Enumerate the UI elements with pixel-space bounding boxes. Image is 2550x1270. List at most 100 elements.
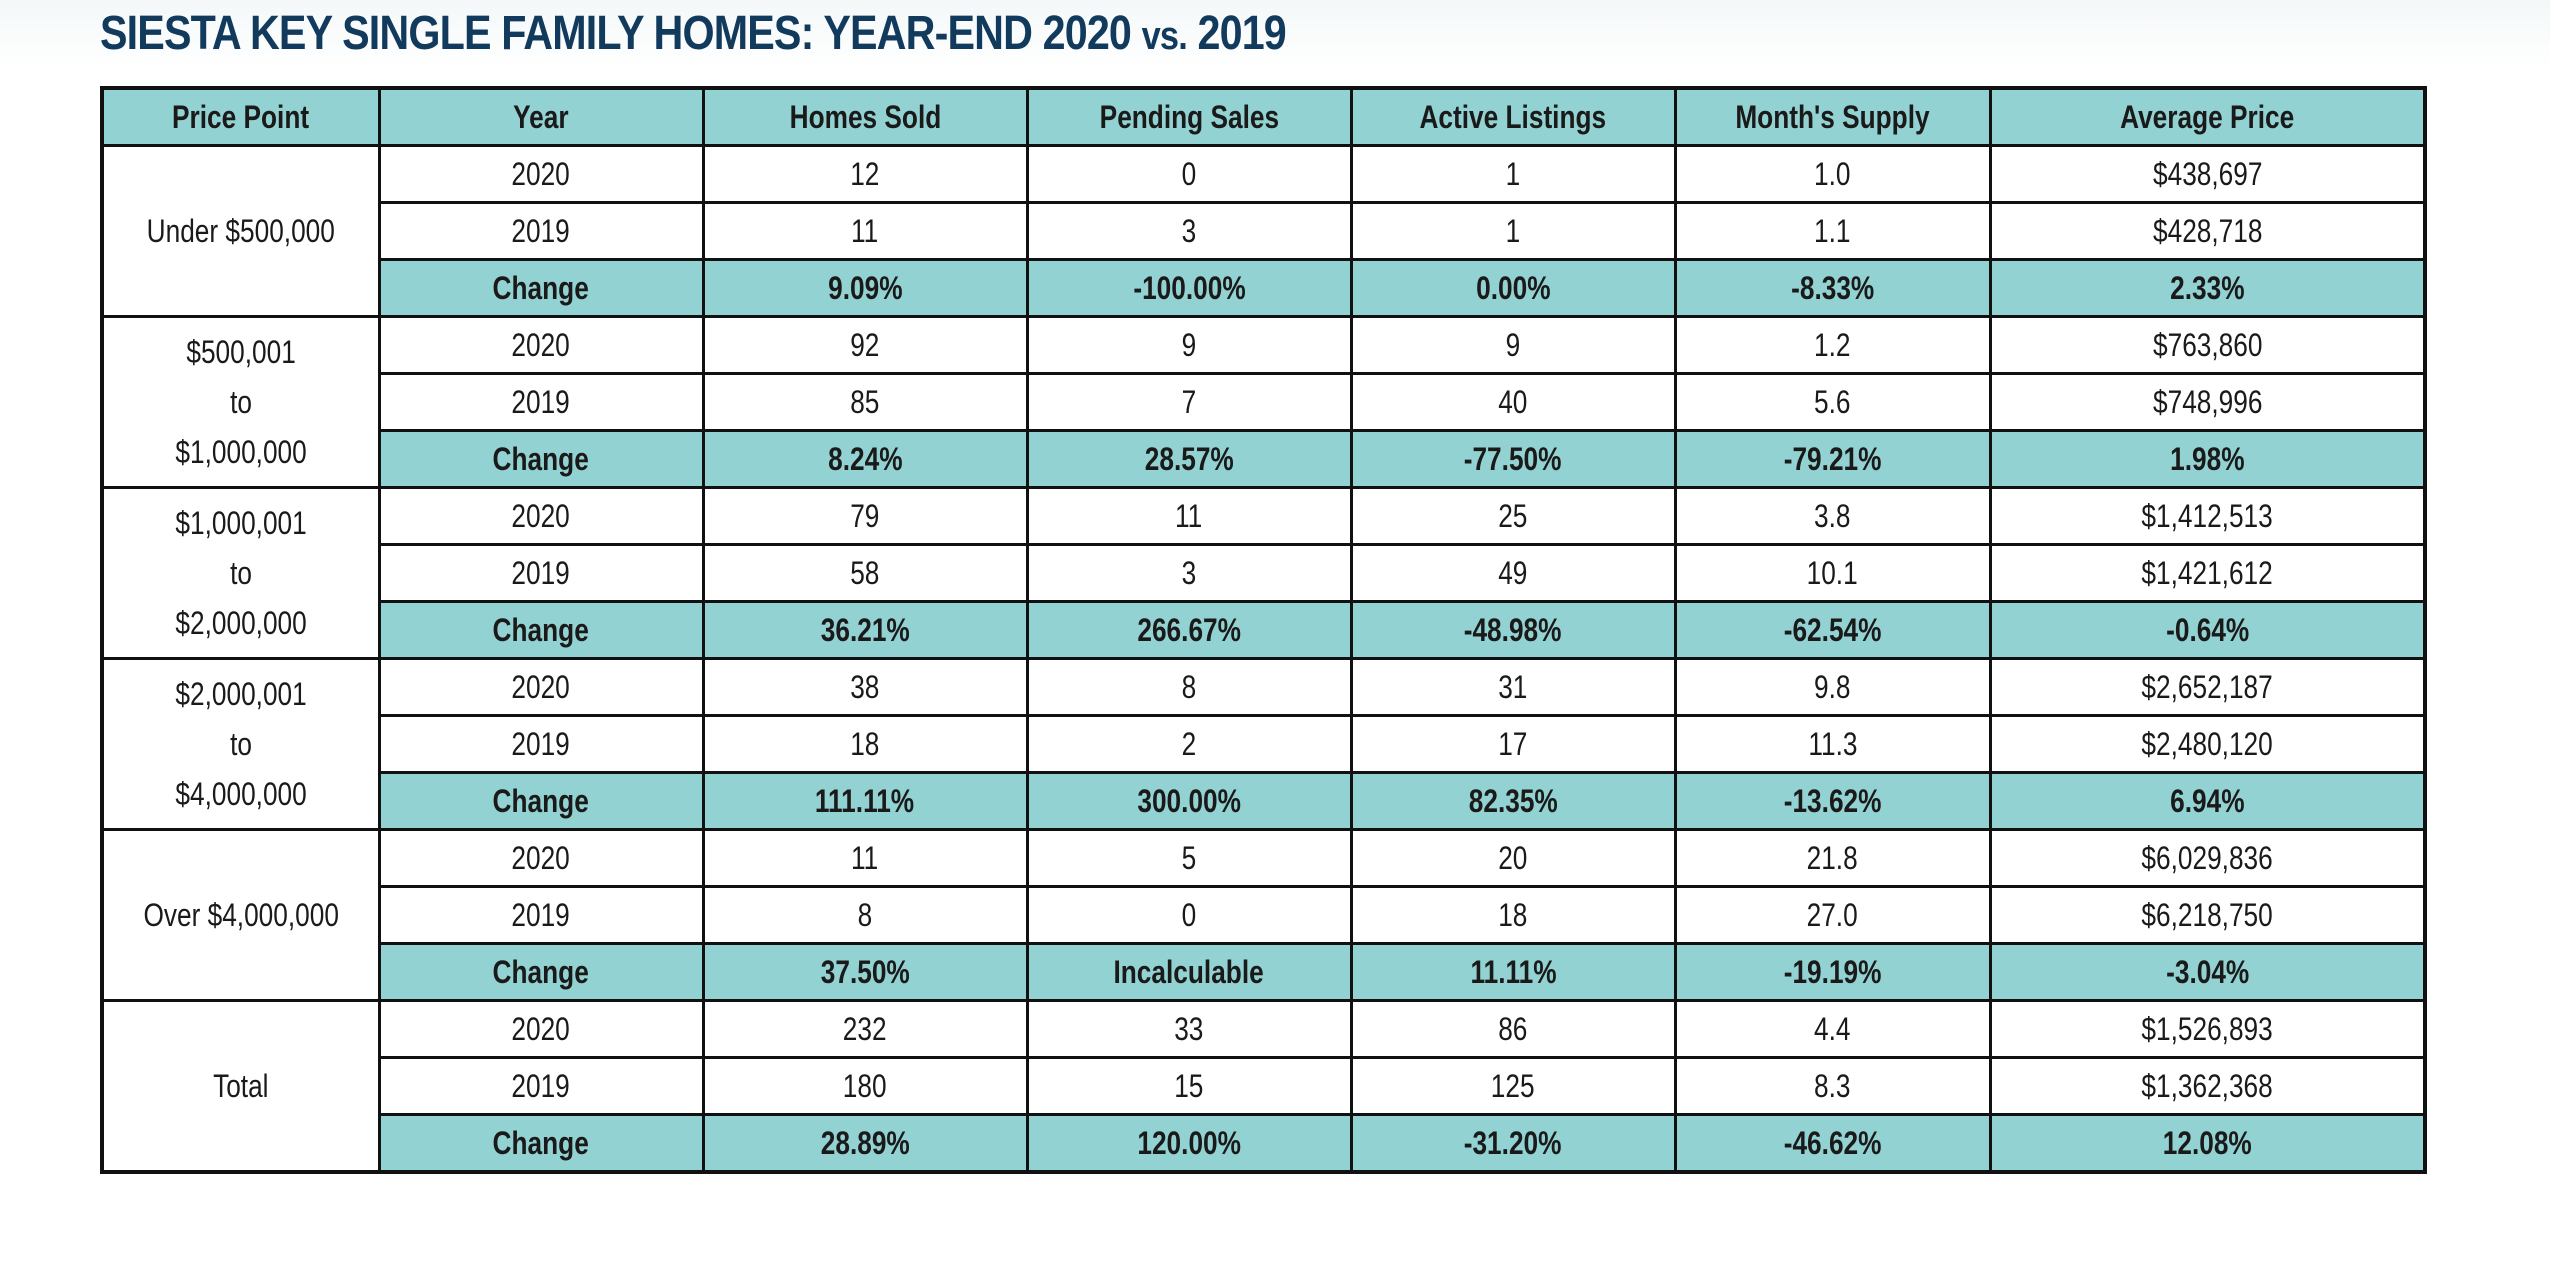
price-point-cell: $500,001 to $1,000,000 — [100, 315, 381, 489]
cell-value: 7 — [1181, 383, 1197, 420]
table-cell-active-listings: 0.00% — [1349, 258, 1677, 318]
table-cell-average-price: 2.33% — [1988, 258, 2427, 318]
table-cell-homes-sold: 8.24% — [701, 429, 1029, 489]
table-cell-year: Change — [377, 942, 705, 1002]
cell-value: $6,029,836 — [2141, 839, 2273, 876]
cell-value: 2020 — [511, 497, 571, 534]
table-cell-average-price: $2,652,187 — [1988, 657, 2427, 717]
cell-value: 2019 — [511, 896, 571, 933]
column-header-pending-sales: Pending Sales — [1025, 86, 1353, 147]
cell-value: 27.0 — [1806, 896, 1859, 933]
table-cell-year: 2019 — [377, 543, 705, 603]
table-cell-year: Change — [377, 429, 705, 489]
cell-value: Change — [492, 953, 590, 990]
table-row: $500,001 to $1,000,000 2020 92 9 9 1.2 $763,86… — [100, 315, 2427, 489]
cell-value: 79 — [850, 497, 880, 534]
table-header: Price Point Year Homes Sold Pending Sales Ac… — [100, 86, 2427, 147]
table-cell-homes-sold: 11 — [701, 828, 1029, 888]
table-cell-year: 2019 — [377, 1056, 705, 1116]
cell-value: 125 — [1491, 1067, 1535, 1104]
cell-value: 12 — [850, 155, 880, 192]
table-row: 2019 8 0 18 27.0 $6,218,750 — [102, 885, 2427, 945]
table-cell-homes-sold: 8 — [701, 885, 1029, 945]
cell-value: 2019 — [511, 1067, 571, 1104]
table-row: Change 8.24% 28.57% -77.50% -79.21% 1.98% — [102, 429, 2427, 489]
cell-value: $1,421,612 — [2141, 554, 2273, 591]
table-cell-active-listings: 40 — [1349, 372, 1677, 432]
cell-value: 11 — [851, 839, 879, 876]
cell-value: 2 — [1181, 725, 1197, 762]
table-cell-year: Change — [377, 600, 705, 660]
cell-value: 12.08% — [2162, 1124, 2252, 1161]
cell-value: 9.8 — [1814, 668, 1851, 705]
table-cell-active-listings: 31 — [1349, 657, 1677, 717]
table-cell-average-price: $1,362,368 — [1988, 1056, 2427, 1116]
table-cell-average-price: -3.04% — [1988, 942, 2427, 1002]
cell-value: 2019 — [511, 383, 571, 420]
table-cell-months-supply: -19.19% — [1673, 942, 1992, 1002]
table-cell-year: 2020 — [377, 657, 705, 717]
table-cell-pending-sales: 0 — [1025, 144, 1353, 204]
table-cell-active-listings: 86 — [1349, 999, 1677, 1059]
cell-value: 92 — [850, 326, 880, 363]
table-cell-average-price: $1,421,612 — [1988, 543, 2427, 603]
cell-value: 3 — [1181, 554, 1197, 591]
cell-value: -79.21% — [1783, 440, 1882, 477]
table-cell-pending-sales: 28.57% — [1025, 429, 1353, 489]
table-cell-months-supply: -8.33% — [1673, 258, 1992, 318]
table-cell-year: 2019 — [377, 714, 705, 774]
cell-value: 0.00% — [1475, 269, 1551, 306]
cell-value: 37.50% — [820, 953, 910, 990]
table-cell-active-listings: -31.20% — [1349, 1113, 1677, 1174]
table-cell-homes-sold: 180 — [701, 1056, 1029, 1116]
table-cell-homes-sold: 37.50% — [701, 942, 1029, 1002]
cell-value: Change — [492, 1124, 590, 1161]
table-cell-average-price: $6,029,836 — [1988, 828, 2427, 888]
column-header-label: Price Point — [172, 98, 310, 135]
column-header-active-listings: Active Listings — [1349, 86, 1677, 147]
price-point-cell: $1,000,001 to $2,000,000 — [100, 486, 381, 660]
table-cell-year: 2019 — [377, 201, 705, 261]
cell-value: 6.94% — [2170, 782, 2245, 819]
table-cell-pending-sales: 15 — [1025, 1056, 1353, 1116]
cell-value: -13.62% — [1783, 782, 1882, 819]
table-row: $2,000,001 to $4,000,000 2020 38 8 31 9.8 $2,6… — [100, 657, 2427, 831]
cell-value: -62.54% — [1783, 611, 1882, 648]
cell-value: $763,860 — [2152, 326, 2262, 363]
cell-value: 2020 — [511, 326, 571, 363]
table-body: Under $500,000 2020 12 0 1 1.0 $438,697 2019 11 3… — [100, 144, 2427, 1174]
cell-value: 2020 — [511, 839, 571, 876]
cell-value: 1.1 — [1814, 212, 1851, 249]
cell-value: 300.00% — [1137, 782, 1241, 819]
table-cell-pending-sales: 3 — [1025, 201, 1353, 261]
cell-value: 9.09% — [827, 269, 903, 306]
cell-value: 1 — [1505, 212, 1521, 249]
table-row: Change 37.50% Incalculable 11.11% -19.19% -3.… — [102, 942, 2427, 1002]
table-cell-active-listings: 9 — [1349, 315, 1677, 375]
cell-value: 17 — [1498, 725, 1528, 762]
cell-value: 266.67% — [1137, 611, 1241, 648]
table-cell-homes-sold: 232 — [701, 999, 1029, 1059]
table-cell-year: Change — [377, 771, 705, 831]
table-cell-pending-sales: 7 — [1025, 372, 1353, 432]
table-cell-average-price: 12.08% — [1988, 1113, 2427, 1174]
cell-value: 33 — [1174, 1010, 1204, 1047]
table-cell-active-listings: 11.11% — [1349, 942, 1677, 1002]
cell-value: -3.04% — [2165, 953, 2249, 990]
table-cell-pending-sales: 3 — [1025, 543, 1353, 603]
cell-value: 58 — [850, 554, 880, 591]
cell-value: 9 — [1505, 326, 1521, 363]
cell-value: $2,652,187 — [2141, 668, 2273, 705]
table-cell-homes-sold: 79 — [701, 486, 1029, 546]
chart-title-end: 2019 — [1197, 7, 1287, 60]
table-row: Total 2020 232 33 86 4.4 $1,526,893 — [100, 999, 2427, 1174]
cell-value: 18 — [1498, 896, 1528, 933]
cell-value: 2020 — [511, 155, 571, 192]
cell-value: 111.11% — [815, 782, 915, 819]
cell-value: $1,362,368 — [2141, 1067, 2273, 1104]
table-cell-pending-sales: Incalculable — [1025, 942, 1353, 1002]
table-cell-average-price: 6.94% — [1988, 771, 2427, 831]
price-point-label: Under $500,000 — [146, 213, 335, 249]
table-cell-months-supply: -46.62% — [1673, 1113, 1992, 1174]
cell-value: 1.0 — [1814, 155, 1851, 192]
